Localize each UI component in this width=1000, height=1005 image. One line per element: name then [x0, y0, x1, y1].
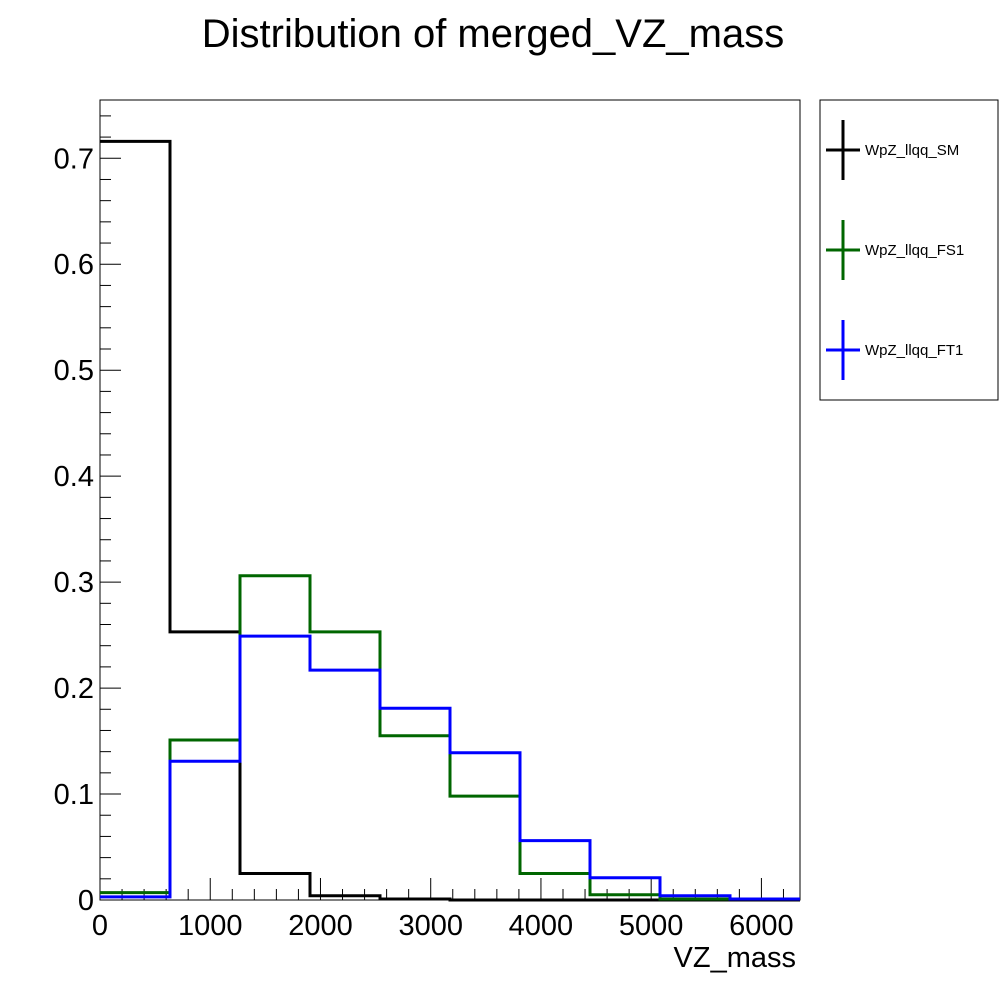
series-layer: [100, 139, 800, 902]
y-tick-label: 0.1: [54, 779, 94, 811]
legend-label: WpZ_llqq_FT1: [865, 342, 963, 359]
x-tick-label: 0: [92, 910, 108, 942]
x-tick-label: 2000: [288, 910, 353, 942]
y-tick-label: 0.4: [54, 461, 94, 493]
legend-label: WpZ_llqq_SM: [865, 142, 959, 159]
legend: WpZ_llqq_SM WpZ_llqq_FS1 WpZ_llqq_FT1: [819, 99, 999, 401]
legend-label: WpZ_llqq_FS1: [865, 242, 964, 259]
tick-labels-layer: 0 1000 2000 3000 4000 5000 6000 0 0.1 0.2 0.3 0.4 0.…: [54, 143, 794, 942]
x-tick-label: 3000: [398, 910, 463, 942]
y-tick-label: 0.7: [54, 143, 94, 175]
x-tick-label: 5000: [619, 910, 684, 942]
x-tick-label: 4000: [509, 910, 574, 942]
series-line-3: [100, 634, 800, 901]
series-line-1: [100, 139, 800, 902]
x-tick-label: 1000: [178, 910, 243, 942]
y-tick-label: 0.6: [54, 249, 94, 281]
x-tick-label: 6000: [729, 910, 794, 942]
y-tick-label: 0.3: [54, 567, 94, 599]
y-tick-label: 0.5: [54, 355, 94, 387]
y-tick-label: 0: [78, 885, 94, 917]
chart-title: Distribution of merged_VZ_mass: [202, 12, 784, 56]
y-tick-label: 0.2: [54, 673, 94, 705]
x-axis-title: VZ_mass: [674, 942, 796, 974]
